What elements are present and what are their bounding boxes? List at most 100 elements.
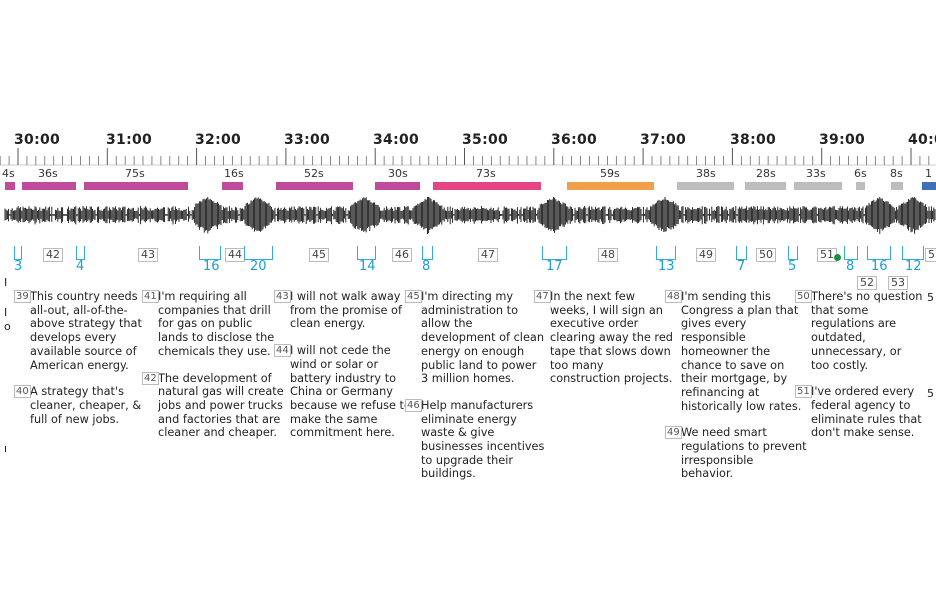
applause-count[interactable]: 16 (203, 259, 220, 274)
segment-bar[interactable] (5, 182, 15, 190)
segment-duration-label: 1 (925, 167, 932, 180)
applause-bracket (244, 246, 273, 260)
applause-bracket (357, 246, 376, 260)
segment-bar[interactable] (567, 182, 654, 190)
applause-bracket (867, 246, 891, 260)
transcript-column: 39 This country needs an all-out, all-of-… (14, 290, 156, 439)
segment-bar[interactable] (677, 182, 734, 190)
segment-bar[interactable] (745, 182, 786, 190)
paragraph-number: 39 (14, 290, 31, 303)
paragraph-number: 44 (274, 344, 291, 358)
applause-count[interactable]: 17 (546, 259, 563, 274)
applause-count[interactable]: 4 (76, 259, 85, 274)
applause-count[interactable]: 20 (250, 259, 267, 274)
transcript-paragraph[interactable]: 46 Help manufacturers eliminate energy wa… (405, 398, 547, 481)
time-label: 33:00 (284, 132, 331, 148)
applause-bracket (902, 246, 924, 260)
topic-number[interactable]: 53 (888, 276, 908, 290)
audio-waveform[interactable] (0, 196, 936, 234)
paragraph-number: 50 (795, 290, 812, 303)
topic-number[interactable]: 47 (478, 248, 498, 262)
transcript-paragraph[interactable]: 45 I'm directing my administration to all… (405, 290, 547, 386)
paragraph-number: 45 (405, 290, 422, 303)
paragraph-text: Help manufacturers eliminate energy wast… (421, 398, 545, 481)
topic-number[interactable]: 48 (598, 248, 618, 262)
segment-bar[interactable] (856, 182, 865, 190)
applause-count[interactable]: 3 (14, 259, 23, 274)
paragraph-number: 47 (534, 290, 551, 303)
applause-bracket (736, 246, 747, 260)
paragraph-text: This country needs an all-out, all-of-th… (30, 290, 156, 372)
topic-number[interactable]: 51 (817, 248, 837, 262)
segment-duration-label: 38s (696, 167, 716, 180)
topic-number[interactable]: 50 (756, 248, 776, 262)
segment-duration-label: 6s (854, 167, 867, 180)
segment-duration-label: 36s (38, 167, 58, 180)
paragraph-number: 40 (14, 385, 31, 399)
segment-duration-label: 16s (224, 167, 244, 180)
time-label: 35:00 (462, 132, 509, 148)
segment-bar[interactable] (922, 182, 936, 190)
applause-count[interactable]: 13 (658, 259, 675, 274)
applause-count[interactable]: 8 (846, 259, 855, 274)
topic-number[interactable]: 43 (138, 248, 158, 262)
topic-number[interactable]: 5 (925, 248, 936, 262)
applause-bracket (422, 246, 433, 260)
applause-count[interactable]: 8 (422, 259, 431, 274)
transcript-paragraph[interactable]: 41 I'm requiring all companies that drill… (142, 290, 284, 359)
applause-count[interactable]: 5 (788, 259, 797, 274)
transcript-paragraph[interactable]: 44 I will not cede the wind or solar or b… (274, 344, 416, 440)
time-label: 40:0 (908, 132, 936, 148)
segment-bar[interactable] (84, 182, 188, 190)
transcript-paragraph[interactable]: 49 We need smart regulations to prevent i… (665, 426, 807, 481)
segment-bar[interactable] (375, 182, 420, 190)
segment-duration-label: 52s (304, 167, 324, 180)
paragraph-number: 41 (142, 290, 159, 303)
transcript-paragraph[interactable]: 42 The development of natural gas will cr… (142, 371, 284, 441)
applause-bracket (76, 246, 85, 260)
applause-count[interactable]: 14 (359, 259, 376, 274)
segment-bar[interactable] (222, 182, 243, 190)
topic-number[interactable]: 45 (309, 248, 329, 262)
transcript-column: 47 In the next few weeks, I will sign an … (534, 290, 676, 399)
paragraph-text: The development of natural gas will crea… (158, 371, 284, 440)
paragraph-number: 43 (274, 290, 291, 303)
segment-bar[interactable] (22, 182, 76, 190)
topic-number[interactable]: 44 (225, 248, 245, 262)
time-label: 39:00 (819, 132, 866, 148)
paragraph-text: There's no question that some regulation… (811, 290, 923, 372)
segment-bar[interactable] (794, 182, 842, 190)
paragraph-text: I will not walk away from the promise of… (290, 290, 402, 331)
applause-bracket (656, 246, 676, 260)
transcript-paragraph[interactable]: 40 A strategy that's cleaner, cheaper, & … (14, 385, 156, 426)
edge-fragment: o (4, 320, 11, 333)
edge-fragment: 5 (927, 291, 934, 304)
transcript-paragraph[interactable]: 48 I'm sending this Congress a plan that … (665, 290, 807, 413)
transcript-paragraph[interactable]: 51 I've ordered every federal agency to e… (795, 385, 923, 440)
transcript-paragraph[interactable]: 43 I will not walk away from the promise … (274, 290, 416, 331)
segment-bar[interactable] (433, 182, 541, 190)
paragraph-text: In the next few weeks, I will sign an ex… (550, 290, 673, 386)
time-label: 37:00 (640, 132, 687, 148)
segment-bar[interactable] (891, 182, 903, 190)
time-label: 30:00 (14, 132, 61, 148)
applause-count[interactable]: 16 (871, 259, 888, 274)
segment-bar[interactable] (276, 182, 353, 190)
topic-number[interactable]: 49 (696, 248, 716, 262)
transcript-column: 45 I'm directing my administration to all… (405, 290, 547, 494)
transcript-paragraph[interactable]: 39 This country needs an all-out, all-of-… (14, 290, 156, 372)
topic-number[interactable]: 46 (392, 248, 412, 262)
time-label: 32:00 (195, 132, 242, 148)
transcript-column: 48 I'm sending this Congress a plan that … (665, 290, 807, 494)
paragraph-number: 42 (142, 371, 159, 385)
edge-fragment: ו (4, 442, 7, 455)
topic-number[interactable]: 52 (857, 276, 877, 290)
applause-count[interactable]: 7 (737, 259, 746, 274)
transcript-paragraph[interactable]: 50 There's no question that some regulati… (795, 290, 923, 372)
topic-number[interactable]: 42 (43, 248, 63, 262)
paragraph-text: I'm directing my administration to allow… (421, 290, 544, 386)
applause-bracket (199, 246, 221, 260)
paragraph-number: 51 (795, 385, 812, 399)
transcript-paragraph[interactable]: 47 In the next few weeks, I will sign an … (534, 290, 676, 386)
applause-count[interactable]: 12 (905, 259, 922, 274)
